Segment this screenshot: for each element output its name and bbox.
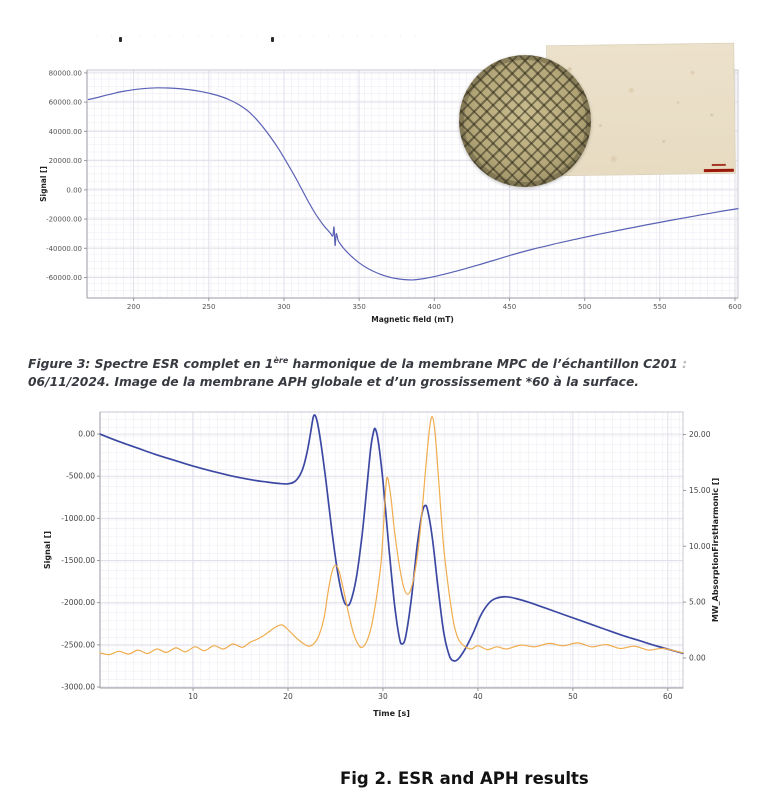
ghost-title-artifact xyxy=(119,37,122,42)
svg-text:0.00: 0.00 xyxy=(78,430,95,439)
svg-text:20.00: 20.00 xyxy=(689,430,711,439)
svg-text:-2500.00: -2500.00 xyxy=(61,640,95,649)
svg-text:300: 300 xyxy=(277,303,290,311)
svg-text:Signal []: Signal [] xyxy=(39,166,48,202)
caption-line2: 06/11/2024. Image de la membrane APH glo… xyxy=(28,374,639,389)
svg-text:30: 30 xyxy=(378,692,388,701)
svg-text:-40000.00: -40000.00 xyxy=(46,245,82,253)
svg-text:-2000.00: -2000.00 xyxy=(61,598,95,607)
svg-text:10.00: 10.00 xyxy=(689,542,711,551)
svg-text:5.00: 5.00 xyxy=(689,598,706,607)
svg-text:450: 450 xyxy=(503,303,516,311)
svg-text:0.00: 0.00 xyxy=(66,186,82,194)
svg-text:10: 10 xyxy=(188,692,198,701)
svg-text:-1500.00: -1500.00 xyxy=(61,556,95,565)
svg-text:50: 50 xyxy=(568,692,578,701)
svg-text:Signal []: Signal [] xyxy=(43,531,52,569)
svg-text:550: 550 xyxy=(653,303,666,311)
svg-text:350: 350 xyxy=(352,303,365,311)
svg-text:80000.00: 80000.00 xyxy=(49,69,82,77)
caption-line1: Figure 3: Spectre ESR complet en 1ère ha… xyxy=(28,356,688,372)
svg-text:-60000.00: -60000.00 xyxy=(46,274,82,282)
svg-text:60: 60 xyxy=(663,692,673,701)
svg-text:-1000.00: -1000.00 xyxy=(61,514,95,523)
ghost-title: · · · · · · · · · · · · · · · · · · · · … xyxy=(96,33,422,41)
svg-text:0.00: 0.00 xyxy=(689,653,706,662)
svg-text:40: 40 xyxy=(473,692,483,701)
svg-text:60000.00: 60000.00 xyxy=(49,99,82,107)
svg-text:-500.00: -500.00 xyxy=(66,472,95,481)
svg-text:20: 20 xyxy=(283,692,293,701)
scale-bar xyxy=(703,168,734,173)
svg-text:40000.00: 40000.00 xyxy=(49,128,82,136)
figure2-caption: Fig 2. ESR and APH results xyxy=(340,769,589,788)
svg-text:20000.00: 20000.00 xyxy=(49,157,82,165)
svg-text:-3000.00: -3000.00 xyxy=(61,682,95,691)
membrane-photo xyxy=(459,55,591,187)
svg-text:400: 400 xyxy=(428,303,441,311)
svg-text:15.00: 15.00 xyxy=(689,486,711,495)
esr-spectrum-chart: 200 250 300 350 400 450 500 550 600 80000.00 60000… xyxy=(39,69,742,324)
scale-bar-label-mark xyxy=(711,163,726,167)
svg-text:Magnetic field (mT): Magnetic field (mT) xyxy=(371,315,454,324)
svg-text:500: 500 xyxy=(578,303,591,311)
svg-text:200: 200 xyxy=(127,303,140,311)
svg-text:250: 250 xyxy=(202,303,215,311)
svg-text:600: 600 xyxy=(728,303,741,311)
svg-text:Time [s]: Time [s] xyxy=(373,709,410,718)
svg-text:-20000.00: -20000.00 xyxy=(46,216,82,224)
time-series-chart: 10 20 30 40 50 60 0.00 -500.00 -1000.00 -1500.00 -… xyxy=(43,411,720,718)
figure3-caption: Figure 3: Spectre ESR complet en 1ère ha… xyxy=(28,352,752,391)
ghost-title-artifact xyxy=(271,37,274,42)
svg-text:MW_AbsorptionFirstHarmonic []: MW_AbsorptionFirstHarmonic [] xyxy=(711,478,720,622)
